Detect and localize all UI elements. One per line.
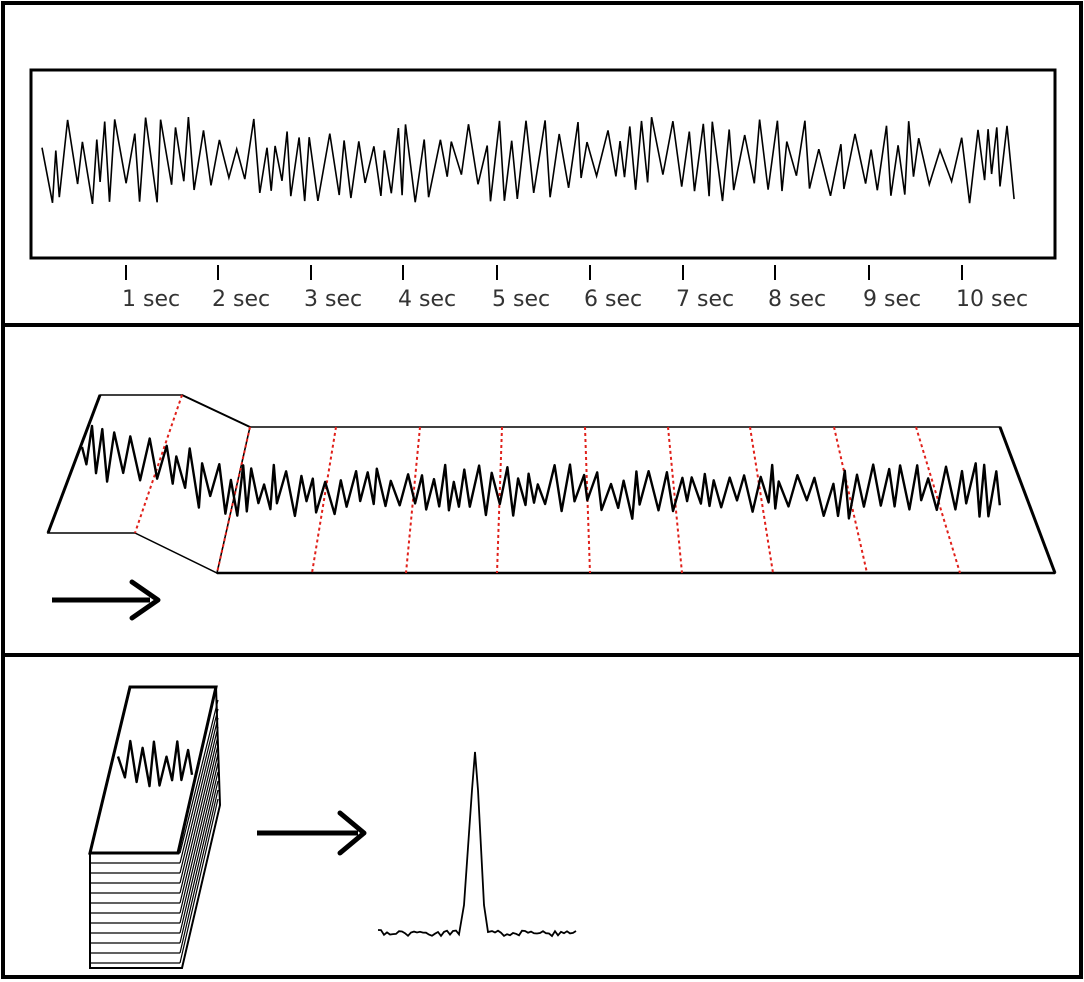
panel-frame <box>1 1 1083 327</box>
stack-signal-trace <box>116 739 194 788</box>
time-tick-label: 9 sec <box>863 287 921 312</box>
time-tick-label: 4 sec <box>398 287 456 312</box>
strip <box>216 426 1057 574</box>
panel-frame <box>1 653 1083 979</box>
segment-divider <box>915 426 961 574</box>
fold-crease <box>181 394 251 428</box>
segment-stack <box>88 685 222 969</box>
segment-divider <box>134 394 183 534</box>
time-tick-label: 3 sec <box>304 287 362 312</box>
time-axis: 1 sec 2 sec 3 sec 4 sec 5 sec 6 sec 7 se… <box>122 265 1028 312</box>
time-tick-label: 7 sec <box>676 287 734 312</box>
panel-continuous-signal: 1 sec 2 sec 3 sec 4 sec 5 sec 6 sec 7 se… <box>1 1 1083 327</box>
panel-folded-segments <box>1 323 1083 657</box>
time-tick-label: 2 sec <box>212 287 270 312</box>
averaged-response-peak <box>377 751 577 938</box>
stack-top-sheet <box>88 685 218 855</box>
folded-signal-trace <box>80 424 1001 520</box>
time-tick-label: 6 sec <box>584 287 642 312</box>
time-tick-label: 1 sec <box>122 287 180 312</box>
time-tick-label: 10 sec <box>956 287 1028 312</box>
panel-stacked-average <box>1 653 1083 979</box>
segment-divider <box>833 426 868 574</box>
right-arrow-icon <box>52 579 161 621</box>
segment-divider <box>749 426 774 574</box>
folded-flap <box>46 394 251 575</box>
flap-edge <box>46 394 102 534</box>
raw-signal-trace <box>41 117 1015 205</box>
signal-plot-frame <box>29 68 1057 260</box>
strip-edge <box>998 426 1057 574</box>
segment-divider <box>311 426 337 574</box>
time-tick-label: 8 sec <box>768 287 826 312</box>
segment-divider <box>405 426 421 574</box>
time-tick-label: 5 sec <box>492 287 550 312</box>
right-arrow-icon <box>257 810 367 856</box>
